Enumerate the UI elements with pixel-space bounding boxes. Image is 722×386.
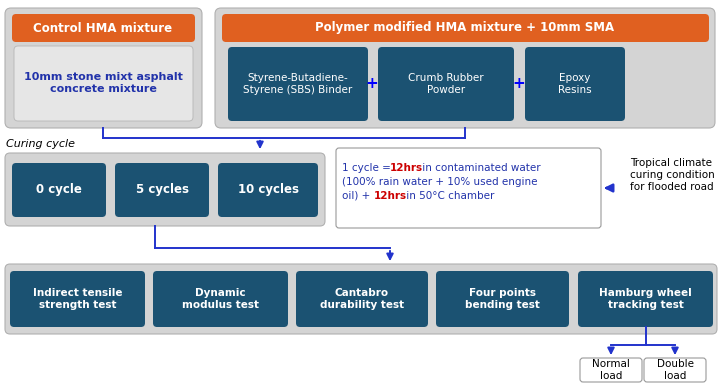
Text: Polymer modified HMA mixture + 10mm SMA: Polymer modified HMA mixture + 10mm SMA	[316, 22, 614, 34]
FancyBboxPatch shape	[296, 271, 428, 327]
Text: oil) +: oil) +	[342, 191, 373, 201]
FancyBboxPatch shape	[5, 8, 202, 128]
FancyBboxPatch shape	[644, 358, 706, 382]
Text: 10 cycles: 10 cycles	[238, 183, 298, 196]
FancyBboxPatch shape	[222, 14, 709, 42]
FancyBboxPatch shape	[153, 271, 288, 327]
FancyBboxPatch shape	[578, 271, 713, 327]
Text: 12hrs: 12hrs	[390, 163, 423, 173]
Text: 0 cycle: 0 cycle	[36, 183, 82, 196]
FancyBboxPatch shape	[12, 14, 195, 42]
Text: +: +	[365, 76, 378, 91]
FancyBboxPatch shape	[218, 163, 318, 217]
Text: Four points
bending test: Four points bending test	[465, 288, 540, 310]
Text: in 50°C chamber: in 50°C chamber	[403, 191, 495, 201]
FancyBboxPatch shape	[525, 47, 625, 121]
Text: in contaminated water: in contaminated water	[419, 163, 541, 173]
Text: Epoxy
Resins: Epoxy Resins	[558, 73, 592, 95]
Text: Curing cycle: Curing cycle	[6, 139, 75, 149]
FancyBboxPatch shape	[215, 8, 715, 128]
FancyBboxPatch shape	[580, 358, 642, 382]
Text: Normal
load: Normal load	[592, 359, 630, 381]
Text: Hamburg wheel
tracking test: Hamburg wheel tracking test	[599, 288, 692, 310]
FancyBboxPatch shape	[5, 153, 325, 226]
Text: Styrene-Butadiene-
Styrene (SBS) Binder: Styrene-Butadiene- Styrene (SBS) Binder	[243, 73, 352, 95]
FancyBboxPatch shape	[115, 163, 209, 217]
Text: Indirect tensile
strength test: Indirect tensile strength test	[32, 288, 122, 310]
FancyBboxPatch shape	[5, 264, 717, 334]
FancyBboxPatch shape	[10, 271, 145, 327]
FancyBboxPatch shape	[336, 148, 601, 228]
Text: 5 cycles: 5 cycles	[136, 183, 188, 196]
FancyBboxPatch shape	[12, 163, 106, 217]
Text: 12hrs: 12hrs	[374, 191, 407, 201]
Text: 10mm stone mixt asphalt
concrete mixture: 10mm stone mixt asphalt concrete mixture	[24, 72, 183, 94]
Text: 1 cycle =: 1 cycle =	[342, 163, 394, 173]
FancyBboxPatch shape	[14, 46, 193, 121]
Text: Tropical climate
curing condition
for flooded road: Tropical climate curing condition for fl…	[630, 158, 715, 191]
Text: Cantabro
durability test: Cantabro durability test	[320, 288, 404, 310]
Text: Crumb Rubber
Powder: Crumb Rubber Powder	[408, 73, 484, 95]
Text: (100% rain water + 10% used engine: (100% rain water + 10% used engine	[342, 177, 537, 187]
FancyBboxPatch shape	[436, 271, 569, 327]
FancyBboxPatch shape	[228, 47, 368, 121]
Text: Double
load: Double load	[656, 359, 694, 381]
FancyBboxPatch shape	[378, 47, 514, 121]
Text: +: +	[513, 76, 526, 91]
Text: Control HMA mixture: Control HMA mixture	[33, 22, 173, 34]
Text: Dynamic
modulus test: Dynamic modulus test	[182, 288, 259, 310]
